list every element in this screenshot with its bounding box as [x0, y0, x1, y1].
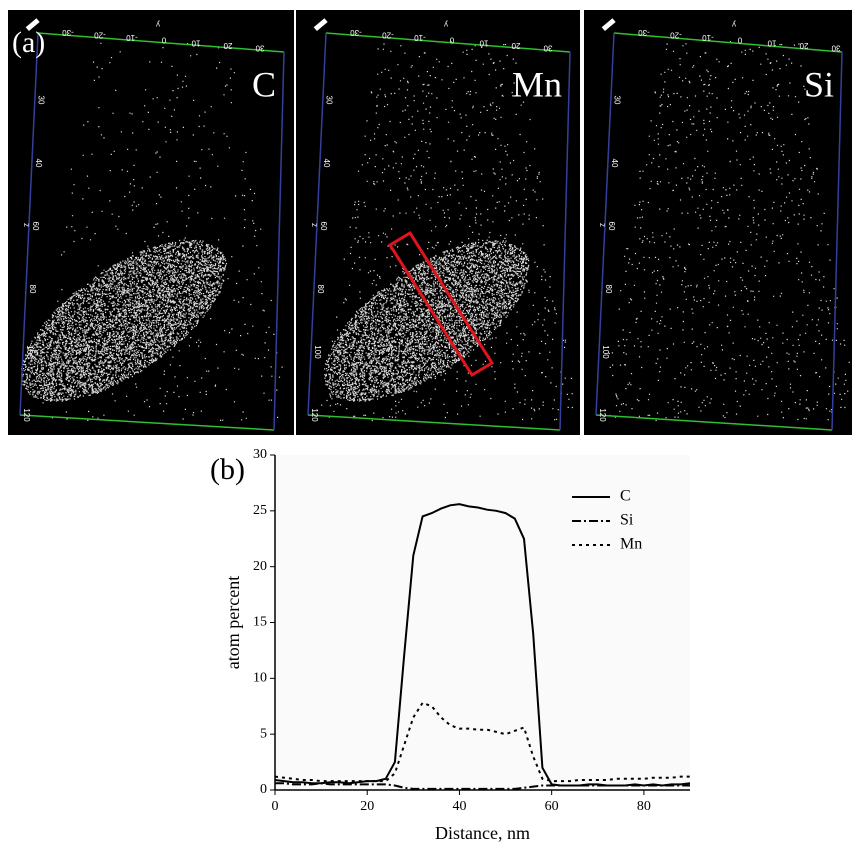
panel-label: (b) [210, 453, 245, 486]
axis-marker [25, 18, 40, 32]
axis-tick-label: -30 [350, 28, 362, 37]
atom-cloud [21, 42, 283, 422]
panel-background [296, 10, 580, 435]
axis-tick-label: 20 [799, 41, 808, 50]
axis-tick-label: 0 [161, 36, 166, 45]
axis-tick-label: 120 [598, 408, 607, 422]
axis-tick-label: 10 [767, 38, 776, 47]
line-chart: 0 5 10 15 20 25 30 0 20 40 60 80 Distance, nm atom pe… [223, 447, 691, 843]
apt-panel: -30 -20 -10 0 10 20 30 y 30 40 60 80 100 120 z Mn [296, 10, 580, 435]
panel-label: (a) [12, 26, 45, 59]
element-label: Si [804, 64, 834, 104]
axis-tick-label: 80 [28, 285, 37, 294]
axis-name: y [156, 20, 160, 29]
y-tick-label: 10 [253, 671, 267, 686]
series-line [275, 782, 690, 790]
axis-tick-label: 30 [325, 96, 334, 105]
box-edge [273, 51, 285, 431]
y-tick-label: 30 [253, 447, 267, 462]
axis-tick-label: 0 [737, 36, 742, 45]
axis-tick-label: -10 [126, 33, 138, 42]
box-edge [325, 32, 571, 53]
axis-tick-label: 20 [511, 41, 520, 50]
apt-panel: -30 -20 -10 0 10 20 30 y 30 40 60 80 100 120 z Si [584, 10, 852, 435]
box-edge [307, 32, 327, 416]
apt-panel: -30 -20 -10 0 10 20 30 y 30 40 60 80 100 120 z C [8, 10, 294, 435]
axis-tick-label: 40 [610, 159, 619, 168]
y-axis-label: atom percent [223, 576, 243, 669]
axis-tick-label: 40 [322, 159, 331, 168]
element-label: C [252, 64, 276, 104]
axis-tick-label: 120 [22, 408, 31, 422]
plot-area [275, 455, 690, 790]
axis-marker [601, 18, 616, 32]
box-edge [37, 32, 285, 53]
axis-tick-label: 20 [223, 41, 232, 50]
axis-tick-label: 100 [313, 345, 322, 359]
axis-tick-label: -30 [638, 28, 650, 37]
axis-tick-label: 30 [831, 43, 840, 52]
axis-tick-label: 30 [543, 43, 552, 52]
x-tick-label: 0 [272, 799, 279, 814]
axis-tick-label: 10 [479, 38, 488, 47]
series-line [274, 701, 690, 783]
axis-tick-label: 80 [316, 285, 325, 294]
axis-tick-label: 40 [34, 159, 43, 168]
axis-tick-label: -20 [382, 30, 394, 39]
box-edge [595, 414, 833, 431]
axis-tick-label: 10 [191, 38, 200, 47]
axis-name: z [22, 223, 31, 227]
box-edge [19, 32, 39, 416]
axis-tick-label: 100 [601, 345, 610, 359]
x-tick-label: 20 [360, 799, 374, 814]
axis-name: z [310, 223, 319, 227]
y-tick-label: 0 [260, 782, 267, 797]
axis-name: y [444, 20, 448, 29]
legend-label: Mn [620, 536, 642, 553]
y-tick-label: 25 [253, 503, 267, 518]
x-axis-label: Distance, nm [435, 823, 530, 843]
box-edge [19, 414, 275, 431]
axis-tick-label: -30 [62, 28, 74, 37]
axis-tick-label: 0 [449, 36, 454, 45]
axis-name: z [598, 223, 607, 227]
axis-tick-label: 30 [37, 96, 46, 105]
element-label: Mn [512, 64, 562, 104]
selection-box [387, 230, 495, 378]
axis-marker [313, 18, 328, 32]
axis-tick-label: -10 [702, 33, 714, 42]
legend-label: Si [620, 512, 634, 529]
axis-tick-label: -10 [414, 33, 426, 42]
box-edge [559, 51, 571, 431]
box-edge [307, 414, 561, 431]
axis-tick-label: 100 [25, 345, 34, 359]
axis-tick-label: -20 [94, 30, 106, 39]
axis-name: y [732, 20, 736, 29]
box-edge [831, 51, 843, 431]
axis-tick-label: -20 [670, 30, 682, 39]
x-tick-label: 80 [637, 799, 651, 814]
box-edge [595, 32, 615, 416]
legend-label: C [620, 488, 631, 505]
axis-tick-label: 30 [255, 43, 264, 52]
axis-tick-label: 60 [31, 222, 40, 231]
axis-tick-label: 60 [607, 222, 616, 231]
panel-background [8, 10, 294, 435]
panel-background [584, 10, 852, 435]
axis-tick-label: 120 [310, 408, 319, 422]
y-tick-label: 20 [253, 559, 267, 574]
axis-tick-label: 80 [604, 285, 613, 294]
x-tick-label: 40 [452, 799, 466, 814]
x-tick-label: 60 [545, 799, 559, 814]
y-tick-label: 15 [253, 615, 267, 630]
axis-tick-label: 60 [319, 222, 328, 231]
box-edge [613, 32, 843, 53]
y-tick-label: 5 [260, 726, 267, 741]
axis-tick-label: 30 [613, 96, 622, 105]
